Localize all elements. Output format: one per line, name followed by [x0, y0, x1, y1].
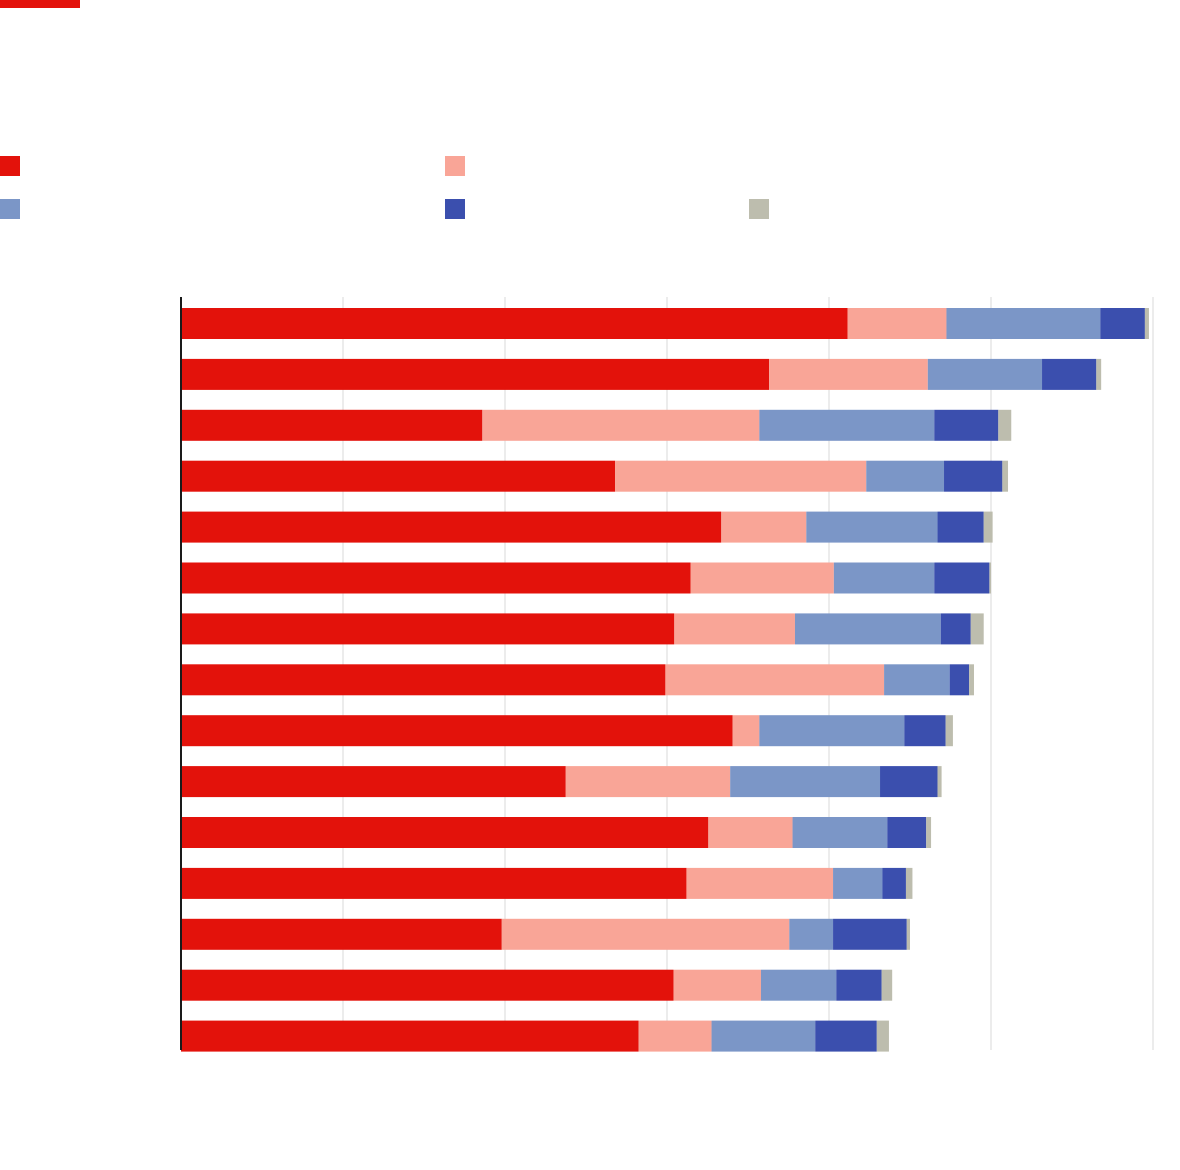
bar-row-7-segment-4: [940, 613, 971, 645]
bar-row-5-segment-2: [721, 511, 807, 543]
bar-row-14-segment-3: [760, 969, 837, 1001]
bar-row-2-segment-1: [181, 358, 770, 390]
bar-row-1-segment-5: [1144, 308, 1149, 339]
bar-row-2-segment-2: [769, 358, 928, 390]
bar-row-4-segment-1: [181, 460, 616, 492]
bar-row-1-segment-3: [946, 308, 1101, 339]
bar-row-9-segment-1: [181, 715, 733, 747]
bar-row-11-segment-5: [926, 817, 932, 848]
bar-row-8-segment-4: [949, 664, 970, 696]
bar-row-14-segment-2: [673, 969, 761, 1001]
bar-row-12-segment-4: [882, 867, 906, 899]
bar-row-3-segment-5: [998, 409, 1012, 441]
bar-row-2-segment-3: [927, 358, 1043, 390]
bar-row-15-segment-5: [876, 1020, 889, 1052]
brand-accent-bar: [0, 0, 80, 8]
bar-row-14-segment-1: [181, 969, 674, 1001]
bar-row-12-segment-2: [686, 867, 834, 899]
bar-row-8-segment-1: [181, 664, 666, 696]
bar-row-5-segment-5: [983, 511, 993, 543]
bar-row-5-segment-1: [181, 511, 722, 543]
bar-row-5-segment-4: [937, 511, 984, 543]
bar-row-11-segment-3: [792, 817, 888, 848]
bar-row-6-segment-1: [181, 562, 691, 594]
legend-swatch-2: [445, 156, 465, 176]
legend-swatch-5: [749, 199, 769, 219]
bar-row-15-segment-3: [711, 1020, 816, 1052]
bar-row-7-segment-2: [674, 613, 795, 645]
bar-row-13-segment-5: [906, 918, 910, 950]
bar-row-3-segment-2: [482, 409, 760, 441]
bar-row-7-segment-3: [794, 613, 941, 645]
bar-row-3-segment-4: [934, 409, 999, 441]
bar-row-1-segment-2: [847, 308, 947, 339]
bar-row-9-segment-2: [732, 715, 760, 747]
bars: [181, 308, 1149, 1052]
bar-row-6-segment-5: [989, 562, 991, 594]
bar-row-1-segment-4: [1100, 308, 1145, 339]
bar-row-3-segment-1: [181, 409, 483, 441]
bar-row-11-segment-1: [181, 817, 709, 848]
bar-row-13-segment-3: [789, 918, 834, 950]
bar-row-15-segment-4: [815, 1020, 877, 1052]
bar-row-13-segment-4: [833, 918, 907, 950]
bar-row-10-segment-2: [565, 766, 731, 798]
bar-row-10-segment-1: [181, 766, 566, 798]
bar-row-14-segment-5: [881, 969, 893, 1001]
legend-swatch-4: [445, 199, 465, 219]
legend-swatch-3: [0, 199, 20, 219]
bar-row-12-segment-5: [905, 867, 913, 899]
bar-row-13-segment-2: [501, 918, 790, 950]
bar-row-4-segment-2: [615, 460, 867, 492]
bar-row-11-segment-4: [887, 817, 927, 848]
bar-row-4-segment-4: [944, 460, 1003, 492]
bar-row-10-segment-4: [880, 766, 938, 798]
bar-row-9-segment-5: [945, 715, 953, 747]
bar-row-9-segment-4: [904, 715, 946, 747]
bar-row-8-segment-3: [884, 664, 950, 696]
bar-row-15-segment-2: [638, 1020, 712, 1052]
bar-row-12-segment-1: [181, 867, 687, 899]
bar-row-14-segment-4: [836, 969, 882, 1001]
bar-row-10-segment-3: [730, 766, 881, 798]
bar-row-3-segment-3: [759, 409, 935, 441]
bar-row-4-segment-5: [1002, 460, 1009, 492]
bar-row-13-segment-1: [181, 918, 502, 950]
bar-row-6-segment-2: [690, 562, 834, 594]
bar-row-6-segment-4: [934, 562, 990, 594]
bar-row-2-segment-4: [1042, 358, 1097, 390]
bar-row-15-segment-1: [181, 1020, 639, 1052]
bar-row-6-segment-3: [833, 562, 935, 594]
bar-row-12-segment-3: [833, 867, 883, 899]
bar-row-8-segment-2: [665, 664, 885, 696]
bar-row-1-segment-1: [181, 308, 848, 339]
bar-row-11-segment-2: [708, 817, 793, 848]
bar-row-5-segment-3: [806, 511, 938, 543]
bar-row-7-segment-5: [970, 613, 984, 645]
bar-row-9-segment-3: [759, 715, 905, 747]
legend-swatch-1: [0, 156, 20, 176]
bar-row-7-segment-1: [181, 613, 675, 645]
bar-row-8-segment-5: [969, 664, 974, 696]
bar-row-2-segment-5: [1096, 358, 1102, 390]
bar-row-4-segment-3: [866, 460, 945, 492]
bar-row-10-segment-5: [937, 766, 942, 798]
